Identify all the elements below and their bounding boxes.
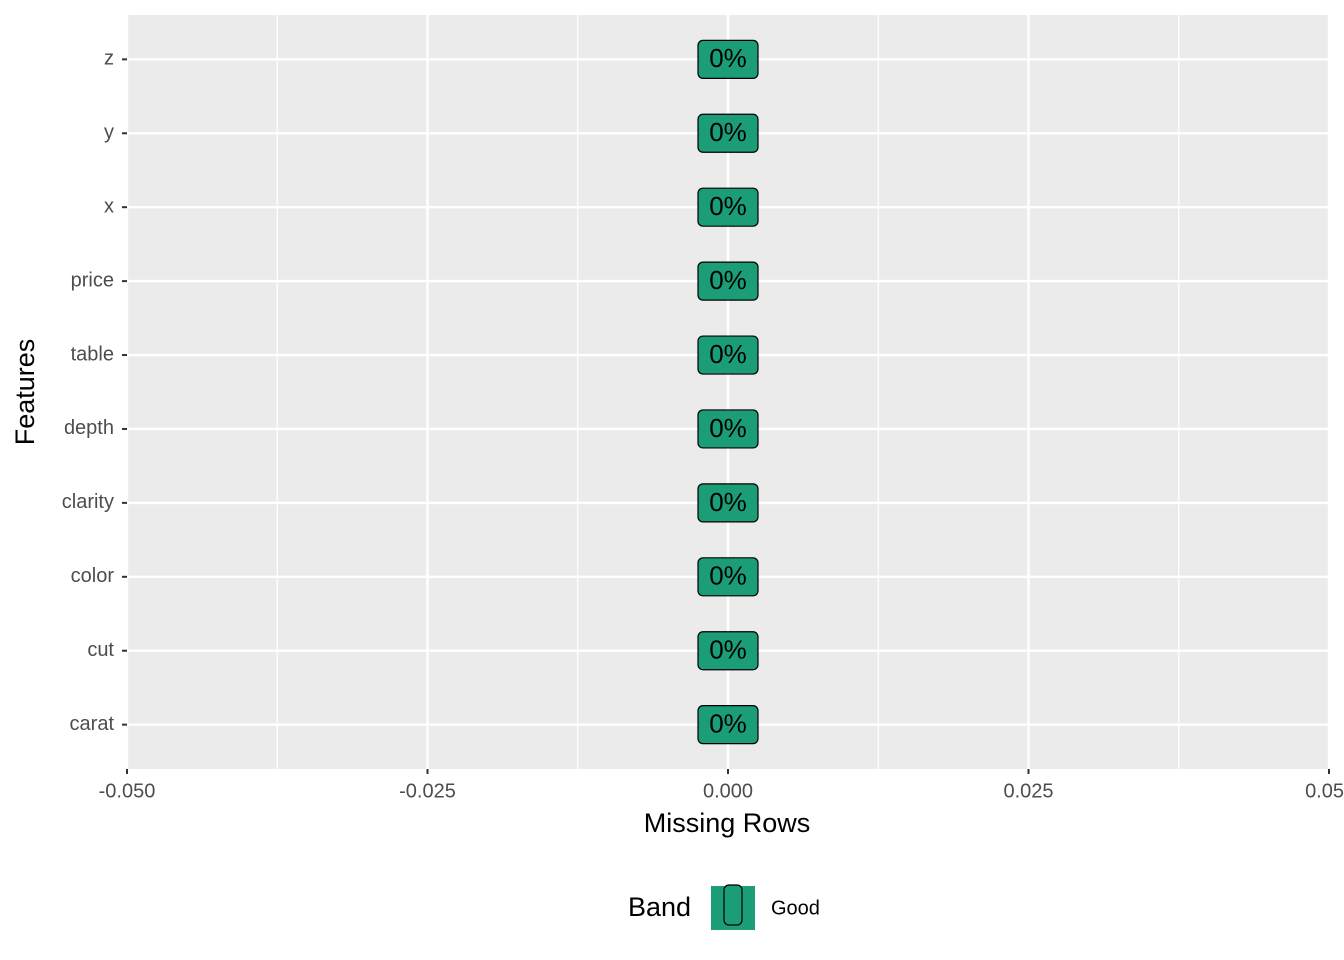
y-tick-label: clarity: [62, 491, 114, 513]
x-axis-title: Missing Rows: [644, 808, 811, 838]
data-label: 0%: [709, 709, 747, 739]
label-box: [697, 705, 759, 745]
y-tick-label: color: [71, 565, 115, 587]
legend-title: Band: [628, 892, 691, 922]
data-label: 0%: [709, 487, 747, 517]
data-label: 0%: [709, 265, 747, 295]
x-tick-label: -0.025: [399, 780, 456, 802]
y-tick-label: x: [104, 195, 114, 217]
data-label: 0%: [709, 339, 747, 369]
legend-key-label: [723, 884, 743, 926]
y-tick-label: carat: [70, 713, 115, 735]
x-tick-label: 0.025: [1003, 780, 1053, 802]
x-tick-label: 0.000: [703, 780, 753, 802]
data-label: 0%: [709, 561, 747, 591]
label-box: [697, 39, 759, 79]
label-box: [697, 335, 759, 375]
data-label: 0%: [709, 43, 747, 73]
y-tick-label: depth: [64, 417, 114, 439]
legend-label: Good: [771, 897, 820, 919]
data-label: 0%: [709, 117, 747, 147]
label-box: [697, 631, 759, 671]
x-tick-label: 0.05: [1305, 780, 1344, 802]
label-box: [697, 409, 759, 449]
y-axis-title: Features: [10, 339, 40, 446]
y-tick-label: z: [104, 48, 114, 70]
data-label: 0%: [709, 413, 747, 443]
label-box: [697, 113, 759, 153]
x-tick-label: -0.050: [99, 780, 156, 802]
data-label: 0%: [709, 191, 747, 221]
y-tick-label: price: [71, 269, 114, 291]
label-box: [697, 187, 759, 227]
y-tick-label: y: [104, 122, 114, 144]
y-tick-label: cut: [87, 639, 114, 661]
data-label: 0%: [709, 635, 747, 665]
label-box: [697, 261, 759, 301]
label-box: [697, 483, 759, 523]
y-tick-label: table: [71, 343, 114, 365]
label-box: [697, 557, 759, 597]
